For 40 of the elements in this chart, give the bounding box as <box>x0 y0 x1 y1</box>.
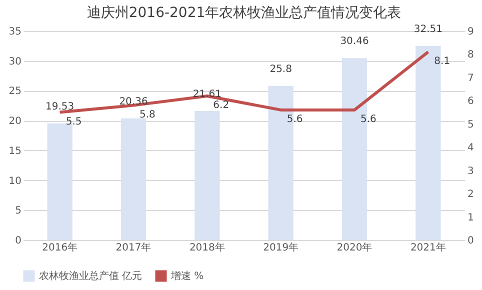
data-label: 32.51 <box>414 24 442 35</box>
bar <box>120 118 146 240</box>
y2-tick-label: 7 <box>468 72 474 84</box>
y2-tick-label: 5 <box>468 119 474 130</box>
legend-label: 增速 % <box>170 270 204 282</box>
y2-tick-label: 2 <box>468 189 474 200</box>
y2-tick-label: 3 <box>468 166 474 177</box>
y2-tick-label: 6 <box>468 96 474 108</box>
data-label: 19.53 <box>46 101 74 112</box>
y-tick-label: 15 <box>8 146 22 157</box>
legend-label: 农林牧渔业总产值 亿元 <box>39 270 142 282</box>
y-tick-label: 25 <box>8 86 22 98</box>
bar <box>194 110 220 240</box>
y-tick-label: 30 <box>8 56 22 68</box>
y-tick-label: 0 <box>15 236 22 246</box>
data-label: 8.1 <box>434 56 450 67</box>
data-label: 6.2 <box>213 100 230 112</box>
data-label: 5.5 <box>66 116 82 128</box>
x-tick-label: 2020年 <box>336 242 372 254</box>
y-tick-label: 5 <box>15 206 22 217</box>
data-label: 5.8 <box>140 109 156 120</box>
chart-title: 迪庆州2016-2021年农林牧渔业总产值情况变化表 <box>86 4 402 21</box>
y2-tick-label: 0 <box>468 236 474 246</box>
data-label: 5.6 <box>286 114 303 125</box>
bar <box>47 123 72 240</box>
x-tick-label: 2018年 <box>189 242 225 254</box>
y-tick-label: 20 <box>8 116 22 128</box>
data-label: 5.6 <box>360 114 376 125</box>
y2-tick-label: 4 <box>468 142 474 154</box>
x-tick-label: 2017年 <box>116 242 152 254</box>
y2-tick-label: 8 <box>468 50 474 61</box>
data-label: 25.8 <box>270 64 292 75</box>
y2-tick-label: 9 <box>468 26 474 38</box>
y-tick-label: 35 <box>8 26 22 38</box>
x-tick-label: 2016年 <box>42 242 78 254</box>
y-tick-label: 10 <box>8 176 22 187</box>
y2-tick-label: 1 <box>468 212 474 224</box>
x-tick-label: 2019年 <box>263 242 299 254</box>
x-tick-label: 2021年 <box>410 242 446 254</box>
data-label: 30.46 <box>340 36 369 48</box>
